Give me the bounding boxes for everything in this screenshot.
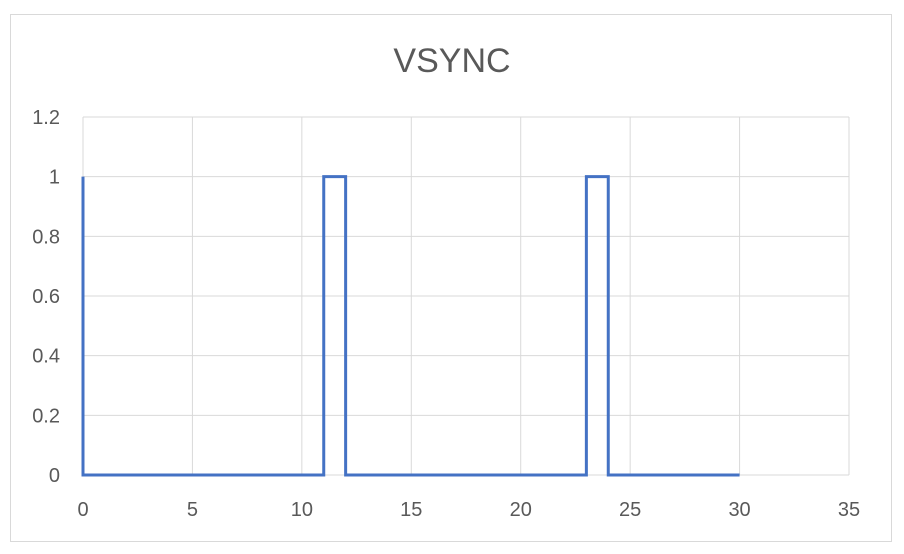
x-tick-label: 0 (77, 499, 88, 521)
x-tick-label: 10 (291, 499, 313, 521)
y-tick-label: 0.2 (32, 405, 60, 427)
chart-frame (10, 14, 892, 542)
x-tick-label: 30 (728, 499, 750, 521)
x-tick-label: 20 (510, 499, 532, 521)
y-tick-label: 0.4 (32, 346, 60, 368)
y-tick-label: 1.2 (32, 107, 60, 129)
x-tick-label: 35 (838, 499, 860, 521)
y-tick-label: 0 (49, 465, 60, 487)
x-tick-label: 5 (187, 499, 198, 521)
chart-title: VSYNC (393, 42, 510, 80)
y-tick-label: 0.6 (32, 286, 60, 308)
grid (82, 116, 850, 476)
x-tick-label: 25 (619, 499, 641, 521)
x-tick-label: 15 (400, 499, 422, 521)
axis-labels: 0 0.2 0.4 0.6 0.8 1 1.2 0 5 10 15 20 25 30 35 (32, 107, 860, 521)
series-layer (81, 175, 740, 477)
y-tick-label: 0.8 (32, 226, 60, 248)
y-tick-label: 1 (49, 167, 60, 189)
